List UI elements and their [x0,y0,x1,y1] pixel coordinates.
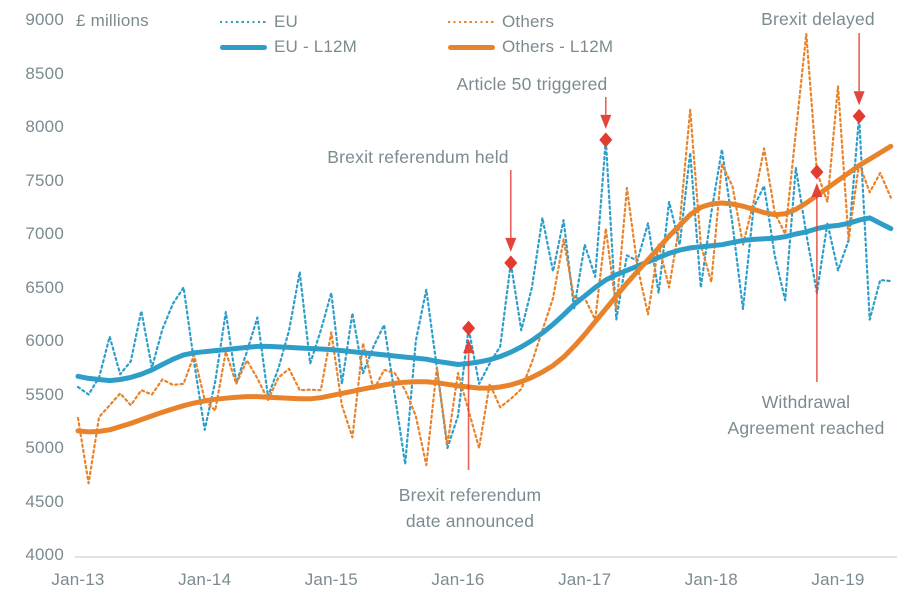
x-tick-label: Jan-17 [558,570,612,589]
event-arrow-head-article-50 [600,114,612,129]
x-tick-label: Jan-19 [811,570,865,589]
y-tick-label: 8500 [25,63,64,83]
others-l12m-line [75,143,894,435]
eu-dotted-legend-swatch [220,21,267,23]
y-tick-label: 7500 [25,170,64,190]
event-arrow-head-withdrawal-agreement [811,182,823,197]
y-tick-label: 9000 [25,10,64,29]
annotation-date-announced-line1: Brexit referendum [398,485,542,505]
x-tick-label: Jan-16 [431,570,485,589]
legend-item-others: Others [448,12,555,31]
event-arrow-head-brexit-delayed [853,91,865,106]
eu-l12m-line [75,215,894,384]
annotation-withdrawal-agreement: Withdrawal Agreement reached [727,389,884,441]
y-tick-label: 5000 [25,438,64,457]
x-tick-label: Jan-14 [178,570,232,589]
annotation-article-50: Article 50 triggered [456,74,608,94]
y-tick-label: 4500 [25,491,64,511]
annotation-withdrawal-line1: Withdrawal [761,392,851,412]
others-line [76,32,892,485]
legend-item-eu-l12m: EU - L12M [220,37,358,56]
others-solid-legend-swatch [448,44,495,50]
eu-line [76,115,892,466]
annotation-date-announced: Brexit referendum date announced [399,482,542,534]
event-marker-referendum-held [504,255,518,271]
legend-label-eu: EU [274,12,299,31]
legend-label-others-l12m: Others - L12M [502,37,614,56]
eu-solid-legend-swatch [220,44,267,50]
event-arrow-head-referendum-held [505,237,517,252]
y-tick-label: 4000 [25,545,64,564]
y-tick-label: 6500 [25,277,64,297]
y-tick-label: 8000 [25,117,64,136]
x-tick-label: Jan-18 [684,570,738,589]
event-arrow-head-date-announced [463,339,475,354]
event-marker-article-50 [599,132,613,148]
legend-item-others-l12m: Others - L12M [448,37,614,56]
legend-label-others: Others [502,12,555,31]
event-marker-date-announced [462,320,476,336]
annotation-referendum-held: Brexit referendum held [327,147,509,167]
annotation-withdrawal-line2: Agreement reached [727,418,885,438]
annotation-brexit-delayed: Brexit delayed [761,9,875,29]
y-tick-label: 6000 [25,331,64,350]
legend-label-eu-l12m: EU - L12M [274,37,358,56]
y-tick-label: 5500 [25,384,64,404]
others-dotted-legend-swatch [448,21,495,23]
legend-item-eu: EU [220,12,299,31]
x-tick-label: Jan-13 [51,570,105,589]
event-marker-brexit-delayed [852,108,866,124]
event-marker-withdrawal-agreement [810,164,824,180]
x-tick-label: Jan-15 [304,570,358,589]
y-tick-label: 7000 [25,224,64,243]
unit-label: £ millions [76,11,149,30]
annotation-date-announced-line2: date announced [405,511,535,531]
